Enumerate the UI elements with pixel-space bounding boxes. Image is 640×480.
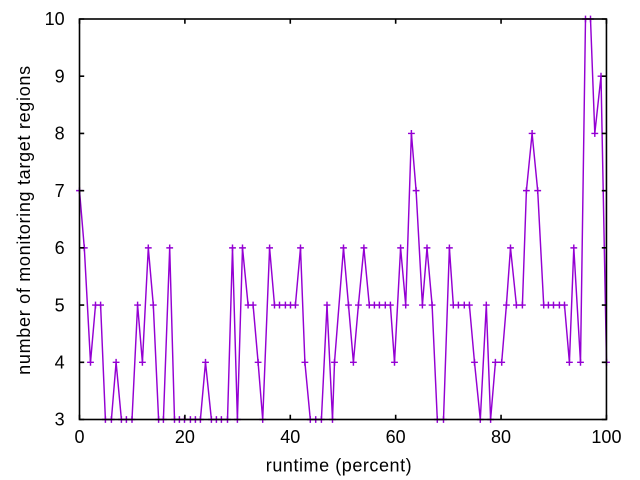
svg-text:80: 80 bbox=[491, 427, 511, 447]
svg-text:runtime (percent): runtime (percent) bbox=[266, 456, 412, 476]
svg-text:6: 6 bbox=[55, 238, 65, 258]
svg-text:3: 3 bbox=[55, 410, 65, 430]
svg-text:5: 5 bbox=[55, 295, 65, 315]
svg-text:0: 0 bbox=[74, 427, 84, 447]
svg-text:40: 40 bbox=[280, 427, 300, 447]
svg-text:7: 7 bbox=[55, 181, 65, 201]
svg-text:60: 60 bbox=[386, 427, 406, 447]
svg-text:4: 4 bbox=[55, 352, 65, 372]
svg-text:20: 20 bbox=[175, 427, 195, 447]
svg-text:100: 100 bbox=[591, 427, 621, 447]
svg-text:9: 9 bbox=[55, 66, 65, 86]
svg-text:8: 8 bbox=[55, 124, 65, 144]
svg-text:number of monitoring target re: number of monitoring target regions bbox=[14, 65, 34, 375]
svg-text:10: 10 bbox=[45, 9, 65, 29]
